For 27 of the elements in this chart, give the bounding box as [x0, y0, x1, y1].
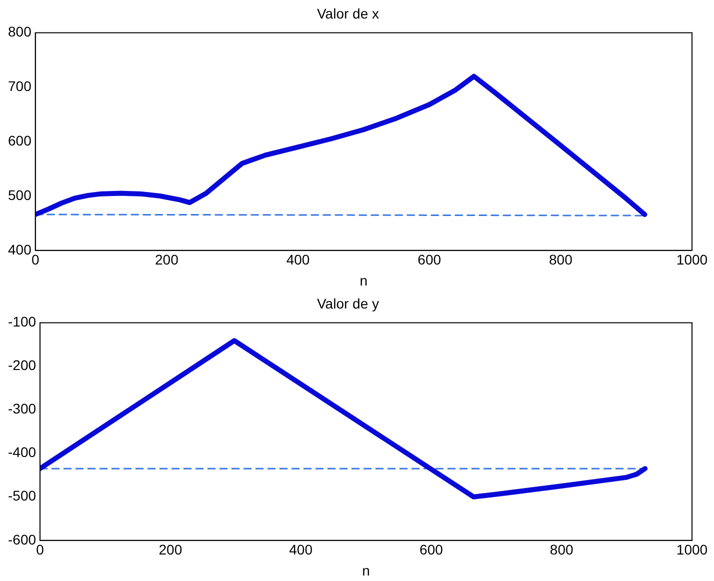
x-tick-label: 400	[286, 252, 310, 268]
x-tick-label: 200	[158, 542, 182, 558]
y-tick-label: -200	[8, 357, 36, 374]
y-tick-label: 700	[8, 78, 32, 94]
x-tick-label: 800	[550, 542, 574, 558]
x-tick-label: 1000	[676, 252, 708, 268]
chart-title: Valor de x	[317, 5, 379, 22]
x-tick-label: 400	[289, 542, 313, 558]
x-tick-label: 800	[548, 252, 573, 268]
x-tick-label: 600	[420, 542, 444, 558]
x-tick-label: 200	[155, 252, 179, 268]
x-axis-title: n	[360, 272, 368, 288]
x-tick-label: 0	[36, 542, 44, 558]
y-tick-label: 500	[8, 186, 32, 203]
y-tick-label: -300	[8, 400, 36, 417]
x-tick-label: 0	[31, 252, 40, 268]
y-tick-label: -500	[8, 488, 36, 504]
x-tick-label: 1000	[676, 542, 708, 558]
y-tick-label: -600	[8, 531, 36, 548]
y-tick-label: 800	[8, 24, 32, 40]
x-axis-title: n	[362, 562, 370, 578]
y-tick-label: 600	[8, 132, 32, 148]
y-tick-label: -100	[8, 314, 36, 330]
y-tick-label: -400	[8, 444, 36, 460]
x-tick-label: 600	[418, 252, 442, 268]
chart-title: Valor de y	[317, 295, 379, 312]
y-tick-label: 400	[8, 241, 32, 258]
